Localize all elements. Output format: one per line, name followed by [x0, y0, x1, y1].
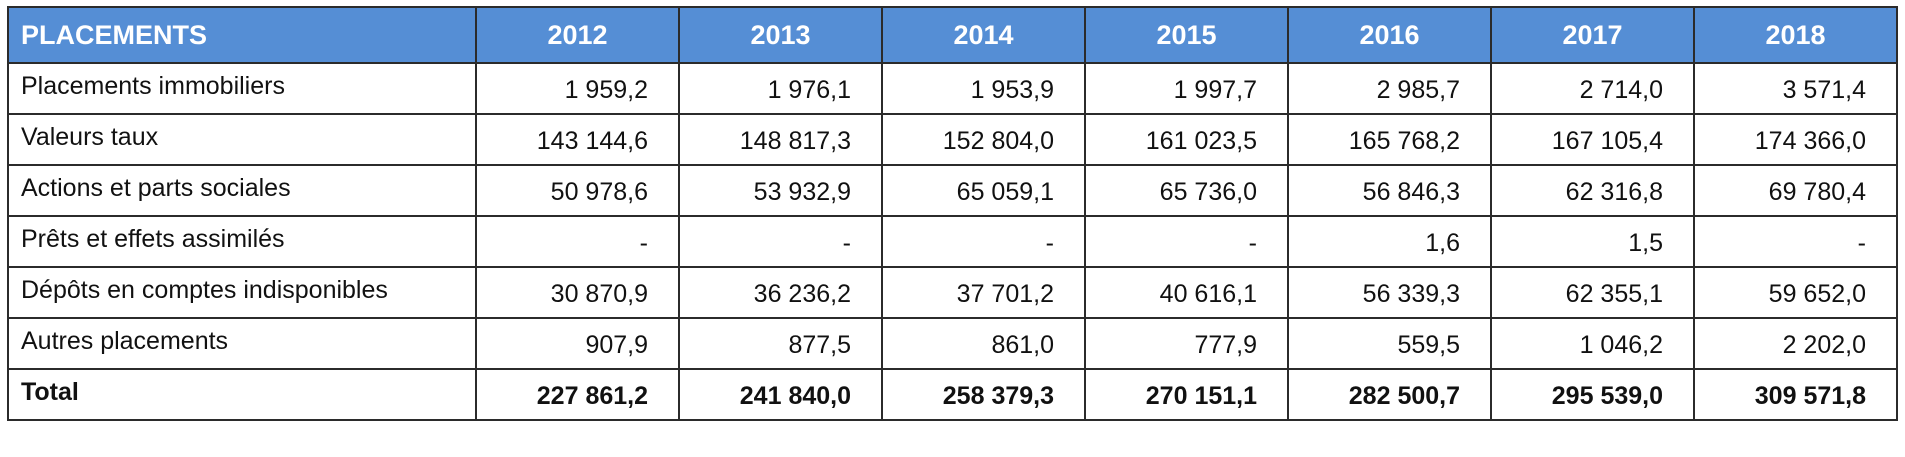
- header-placements: PLACEMENTS: [7, 6, 477, 64]
- header-year: 2018: [1693, 6, 1898, 64]
- value-cell: 1 953,9: [881, 62, 1086, 115]
- value-cell: 65 059,1: [881, 164, 1086, 217]
- value-cell: 56 339,3: [1287, 266, 1492, 319]
- header-year: 2013: [678, 6, 883, 64]
- value-cell: 1 976,1: [678, 62, 883, 115]
- value-cell: 50 978,6: [475, 164, 680, 217]
- value-cell: 282 500,7: [1287, 368, 1492, 421]
- value-cell: 1,5: [1490, 215, 1695, 268]
- value-cell: 148 817,3: [678, 113, 883, 166]
- value-cell: 2 985,7: [1287, 62, 1492, 115]
- value-cell: 2 714,0: [1490, 62, 1695, 115]
- header-year: 2017: [1490, 6, 1695, 64]
- value-cell: -: [1084, 215, 1289, 268]
- value-cell: 69 780,4: [1693, 164, 1898, 217]
- table-row: Prêts et effets assimilés - - - -1,6 1,5-: [7, 215, 1898, 268]
- value-cell: 59 652,0: [1693, 266, 1898, 319]
- value-cell: -: [1693, 215, 1898, 268]
- row-label: Actions et parts sociales: [7, 164, 477, 217]
- value-cell: 258 379,3: [881, 368, 1086, 421]
- value-cell: 1 997,7: [1084, 62, 1289, 115]
- value-cell: 161 023,5: [1084, 113, 1289, 166]
- value-cell: -: [881, 215, 1086, 268]
- placements-table: PLACEMENTS 2012 2013 2014 2015 2016 2017 2018 P…: [7, 6, 1898, 421]
- header-year: 2016: [1287, 6, 1492, 64]
- value-cell: 1 959,2: [475, 62, 680, 115]
- row-label: Valeurs taux: [7, 113, 477, 166]
- value-cell: 1,6: [1287, 215, 1492, 268]
- value-cell: 777,9: [1084, 317, 1289, 370]
- value-cell: 3 571,4: [1693, 62, 1898, 115]
- header-year: 2015: [1084, 6, 1289, 64]
- value-cell: 270 151,1: [1084, 368, 1289, 421]
- table-row: Autres placements 907,9 877,5 861,0 777,9 559…: [7, 317, 1898, 370]
- value-cell: 62 355,1: [1490, 266, 1695, 319]
- value-cell: 165 768,2: [1287, 113, 1492, 166]
- row-label: Total: [7, 368, 477, 421]
- value-cell: 227 861,2: [475, 368, 680, 421]
- value-cell: 559,5: [1287, 317, 1492, 370]
- header-row: PLACEMENTS 2012 2013 2014 2015 2016 2017 2018: [7, 6, 1898, 64]
- row-label: Prêts et effets assimilés: [7, 215, 477, 268]
- value-cell: 877,5: [678, 317, 883, 370]
- table-row: Valeurs taux 143 144,6 148 817,3 152 804,0 1…: [7, 113, 1898, 166]
- value-cell: 36 236,2: [678, 266, 883, 319]
- value-cell: 152 804,0: [881, 113, 1086, 166]
- row-label: Autres placements: [7, 317, 477, 370]
- value-cell: 62 316,8: [1490, 164, 1695, 217]
- value-cell: 167 105,4: [1490, 113, 1695, 166]
- table-row: Placements immobiliers 1 959,2 1 976,1 1 95…: [7, 62, 1898, 115]
- value-cell: 143 144,6: [475, 113, 680, 166]
- header-year: 2012: [475, 6, 680, 64]
- value-cell: 295 539,0: [1490, 368, 1695, 421]
- value-cell: 56 846,3: [1287, 164, 1492, 217]
- value-cell: 241 840,0: [678, 368, 883, 421]
- value-cell: 861,0: [881, 317, 1086, 370]
- table-row: Actions et parts sociales 50 978,6 53 932,…: [7, 164, 1898, 217]
- value-cell: 309 571,8: [1693, 368, 1898, 421]
- value-cell: 30 870,9: [475, 266, 680, 319]
- value-cell: 37 701,2: [881, 266, 1086, 319]
- value-cell: -: [475, 215, 680, 268]
- value-cell: 1 046,2: [1490, 317, 1695, 370]
- row-label: Dépôts en comptes indisponibles: [7, 266, 477, 319]
- table-row: Dépôts en comptes indisponibles 30 870,9 3…: [7, 266, 1898, 319]
- value-cell: 174 366,0: [1693, 113, 1898, 166]
- total-row: Total 227 861,2 241 840,0 258 379,3 270 151,…: [7, 368, 1898, 421]
- value-cell: 907,9: [475, 317, 680, 370]
- value-cell: 2 202,0: [1693, 317, 1898, 370]
- value-cell: 53 932,9: [678, 164, 883, 217]
- value-cell: 40 616,1: [1084, 266, 1289, 319]
- header-year: 2014: [881, 6, 1086, 64]
- value-cell: -: [678, 215, 883, 268]
- value-cell: 65 736,0: [1084, 164, 1289, 217]
- row-label: Placements immobiliers: [7, 62, 477, 115]
